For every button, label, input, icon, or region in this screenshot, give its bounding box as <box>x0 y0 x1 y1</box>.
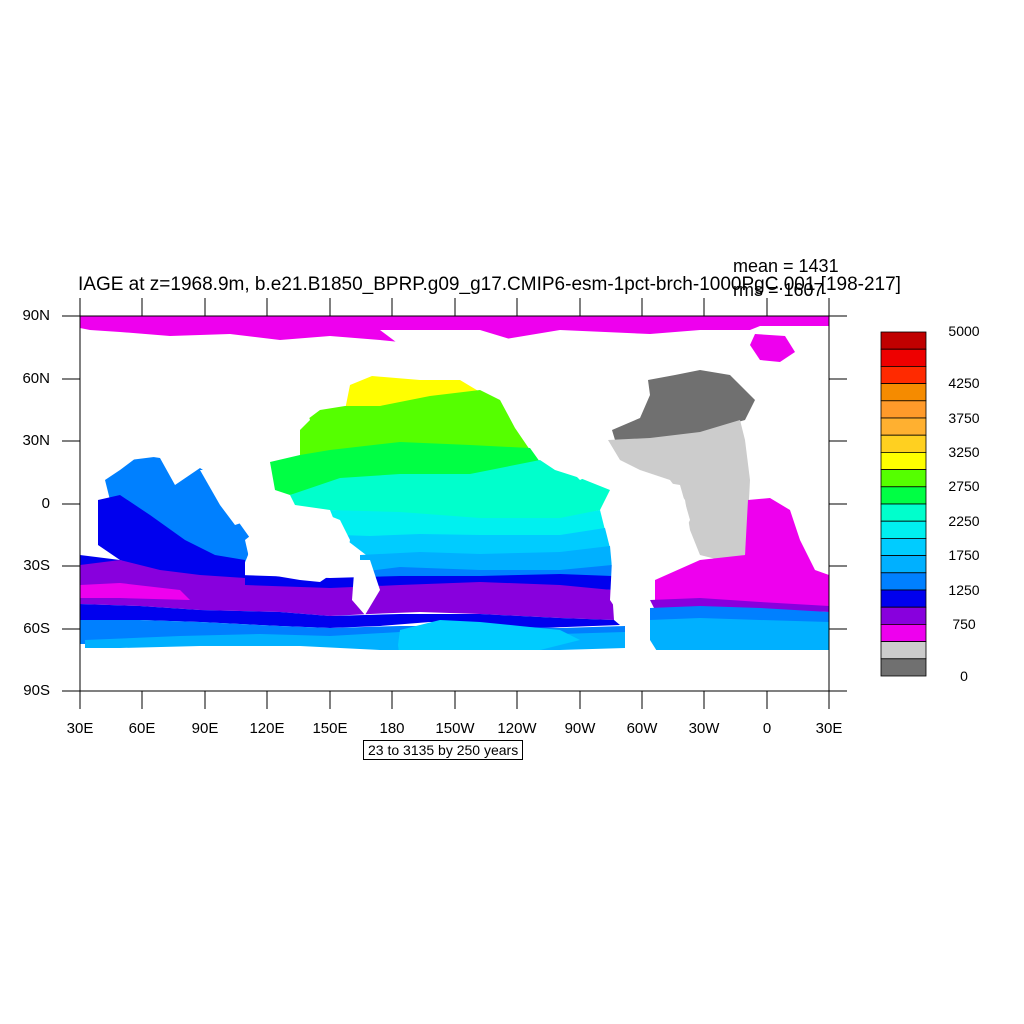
colorbar-swatch <box>880 503 927 522</box>
pacific-lime <box>300 390 530 460</box>
y-tick-label: 60N <box>22 370 50 387</box>
colorbar-label: 4250 <box>948 375 980 391</box>
y-tick-label: 30N <box>22 432 50 449</box>
x-tick-label: 150E <box>312 720 348 737</box>
x-tick-label: 90W <box>564 720 596 737</box>
arctic-patch <box>750 334 795 362</box>
south-atlantic-sky <box>650 618 829 656</box>
atlantic-patch-west <box>80 583 190 600</box>
x-tick-label: 120E <box>249 720 285 737</box>
colorbar-label: 0 <box>960 668 968 684</box>
colorbar-swatch <box>880 555 927 574</box>
south-deep-blue <box>80 604 620 628</box>
y-axis-ticks <box>62 315 847 692</box>
colorbar-swatch <box>880 348 927 367</box>
x-tick-label: 30W <box>688 720 720 737</box>
x-tick-label: 120W <box>497 720 537 737</box>
colorbar-swatch <box>880 624 927 643</box>
plot-title: IAGE at z=1968.9m, b.e21.B1850_BPRP.g09_… <box>78 274 901 295</box>
colorbar-label: 1750 <box>948 547 980 563</box>
pacific-aqua <box>290 460 610 520</box>
x-tick-label: 180 <box>379 720 405 737</box>
y-tick-label: 30S <box>23 557 50 574</box>
colorbar-swatch <box>880 469 927 488</box>
colorbar-swatch <box>880 606 927 625</box>
contour-field <box>80 316 829 691</box>
rms-stat: rms = 1607 <box>733 280 824 300</box>
colorbar-swatch <box>880 538 927 557</box>
y-tick-label: 90S <box>23 682 50 699</box>
y-tick-label: 0 <box>41 495 50 512</box>
colorbar-swatch <box>880 434 927 453</box>
colorbar-swatch <box>880 589 927 608</box>
south-atlantic-magenta <box>655 498 829 608</box>
colorbar-swatch <box>880 365 927 384</box>
colorbar-swatch <box>880 520 927 539</box>
x-tick-label: 90E <box>191 720 219 737</box>
colorbar-swatch <box>880 417 927 436</box>
colorbar-swatch <box>880 486 927 505</box>
x-tick-label: 150W <box>435 720 475 737</box>
y-tick-label: 90N <box>22 307 50 324</box>
colorbar-swatch <box>880 451 927 470</box>
colorbar-swatch <box>880 658 927 677</box>
colorbar-label: 5000 <box>948 323 980 339</box>
colorbar-swatch <box>880 331 927 350</box>
x-tick-label: 60E <box>128 720 156 737</box>
colorbar-swatch <box>880 641 927 660</box>
pacific-cyan <box>330 510 605 540</box>
pacific-yellow <box>345 376 480 410</box>
colorbar-label: 2250 <box>948 513 980 529</box>
south-atlantic-purple <box>650 598 829 612</box>
north-atlantic-gray-dark <box>612 370 755 440</box>
pacific-sky <box>360 546 612 575</box>
x-tick-label: 30E <box>66 720 94 737</box>
colorbar <box>880 331 927 677</box>
contour-info-box: 23 to 3135 by 250 years <box>363 740 524 760</box>
x-tick-label: 30E <box>815 720 843 737</box>
pacific-light-sky <box>340 528 610 558</box>
indian-purple-west <box>80 560 245 590</box>
y-tick-label: 60S <box>23 620 50 637</box>
colorbar-label: 3750 <box>948 410 980 426</box>
mean-stat: mean = 1431 <box>733 256 839 276</box>
colorbar-swatch <box>880 572 927 591</box>
colorbar-swatch <box>880 383 927 402</box>
x-tick-label: 0 <box>762 720 772 737</box>
colorbar-swatch <box>880 400 927 419</box>
indian-blue <box>98 495 245 578</box>
x-axis-ticks <box>79 298 830 709</box>
x-tick-label: 60W <box>626 720 658 737</box>
colorbar-label: 3250 <box>948 444 980 460</box>
colorbar-label: 1250 <box>948 582 980 598</box>
colorbar-label: 2750 <box>948 478 980 494</box>
colorbar-label: 750 <box>952 616 976 632</box>
